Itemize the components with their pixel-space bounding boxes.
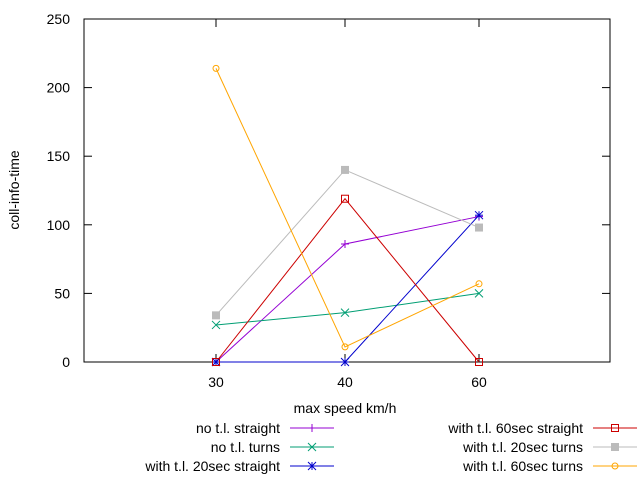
legend-entry: no t.l. turns bbox=[211, 439, 334, 455]
series-line-5 bbox=[215, 68, 480, 348]
data-point-open-square bbox=[341, 194, 349, 203]
legend-entry: with t.l. 60sec straight bbox=[447, 420, 637, 436]
data-point-filled-square bbox=[212, 311, 220, 320]
y-tick-label: 200 bbox=[47, 80, 71, 96]
data-point-cross bbox=[307, 442, 317, 452]
legend-entry: no t.l. straight bbox=[196, 420, 334, 436]
x-tick-label: 40 bbox=[337, 374, 353, 390]
data-point-filled-square bbox=[475, 223, 483, 232]
legend-entry: with t.l. 60sec turns bbox=[462, 458, 637, 474]
series-line-4 bbox=[215, 169, 480, 316]
x-tick-label: 60 bbox=[471, 374, 487, 390]
legend-label: with t.l. 20sec straight bbox=[144, 458, 280, 474]
data-point-open-square bbox=[475, 358, 483, 366]
data-point-star bbox=[307, 461, 317, 471]
x-axis-label: max speed km/h bbox=[294, 400, 397, 416]
y-tick-label: 100 bbox=[47, 217, 71, 233]
x-tick-label: 30 bbox=[208, 374, 224, 390]
legend-label: with t.l. 60sec turns bbox=[462, 458, 583, 474]
series-line-0 bbox=[215, 216, 480, 363]
y-tick-label: 50 bbox=[54, 285, 70, 301]
data-point-filled-square bbox=[341, 165, 349, 174]
y-tick-label: 0 bbox=[62, 354, 70, 370]
data-point-plus bbox=[308, 424, 316, 432]
legend-label: no t.l. turns bbox=[211, 439, 280, 455]
series-line-1 bbox=[215, 292, 480, 326]
data-point-open-square bbox=[212, 358, 220, 366]
y-tick-label: 150 bbox=[47, 148, 71, 164]
legend-entry: with t.l. 20sec turns bbox=[462, 439, 637, 455]
data-point-cross bbox=[474, 289, 484, 298]
data-point-open-circle bbox=[341, 343, 349, 351]
legend-entry: with t.l. 20sec straight bbox=[144, 458, 334, 474]
series-line-3 bbox=[215, 197, 480, 363]
y-tick-label: 250 bbox=[47, 11, 71, 27]
data-point-cross bbox=[340, 308, 350, 317]
data-point-open-square bbox=[611, 424, 619, 432]
data-point-star bbox=[211, 357, 221, 367]
data-point-open-circle bbox=[475, 280, 483, 288]
data-point-star bbox=[340, 357, 350, 367]
data-point-star bbox=[474, 210, 484, 220]
data-point-filled-square bbox=[611, 443, 619, 451]
data-point-open-circle bbox=[611, 462, 619, 470]
series-line-2 bbox=[216, 214, 480, 363]
legend-label: with t.l. 20sec turns bbox=[462, 439, 583, 455]
y-axis-label: coll-info-time bbox=[6, 150, 22, 230]
data-point-cross bbox=[211, 320, 221, 330]
data-point-open-circle bbox=[212, 64, 220, 72]
legend-label: no t.l. straight bbox=[196, 420, 280, 436]
legend-label: with t.l. 60sec straight bbox=[447, 420, 583, 436]
data-point-plus bbox=[341, 240, 349, 249]
